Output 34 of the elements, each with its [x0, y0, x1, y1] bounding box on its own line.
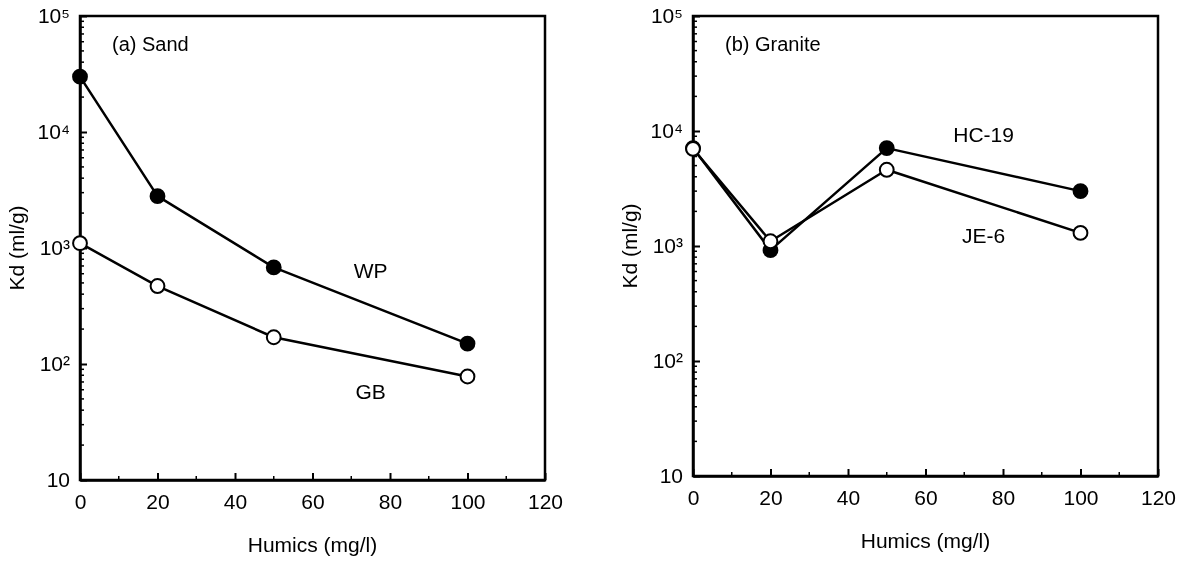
y-tick-label: 10⁵ — [650, 4, 683, 28]
x-tick-label: 80 — [991, 485, 1016, 509]
y-tick-label: 10⁵ — [37, 4, 70, 28]
y-tick-label: 10⁴ — [37, 120, 70, 144]
series-label: GB — [355, 379, 386, 403]
y-tick-label: 10² — [652, 349, 683, 373]
x-axis-title: Humics (mg/l) — [860, 529, 991, 552]
x-tick-label: 60 — [301, 489, 325, 513]
x-tick-label: 40 — [223, 489, 248, 513]
x-tick-label: 60 — [914, 485, 938, 509]
series-label: HC-19 — [953, 122, 1014, 146]
text: (a) Sand — [112, 33, 189, 55]
series-label: JE-6 — [962, 224, 1006, 248]
y-axis-title: Kd (ml/g) — [5, 205, 28, 291]
y-tick-label: 10 — [46, 468, 70, 492]
x-tick-label: 120 — [1140, 485, 1177, 509]
y-tick-label: 10 — [659, 464, 683, 488]
y-tick-label: 10² — [39, 352, 70, 376]
x-tick-label: 80 — [378, 489, 403, 513]
x-tick-label: 40 — [836, 485, 861, 509]
text: (b) Granite — [725, 33, 821, 55]
x-tick-label: 0 — [74, 489, 87, 513]
x-tick-label: 20 — [759, 485, 783, 509]
x-tick-label: 100 — [1063, 485, 1099, 509]
x-tick-label: 0 — [687, 485, 700, 509]
y-axis-title: Kd (ml/g) — [618, 203, 641, 289]
x-tick-label: 120 — [527, 489, 564, 513]
y-tick-label: 10³ — [39, 236, 70, 260]
y-tick-label: 10³ — [652, 234, 683, 258]
x-axis-title: Humics (mg/l) — [247, 533, 378, 556]
series-label: WP — [353, 258, 388, 282]
x-tick-label: 100 — [450, 489, 486, 513]
y-tick-label: 10⁴ — [650, 119, 683, 143]
x-tick-label: 20 — [146, 489, 170, 513]
